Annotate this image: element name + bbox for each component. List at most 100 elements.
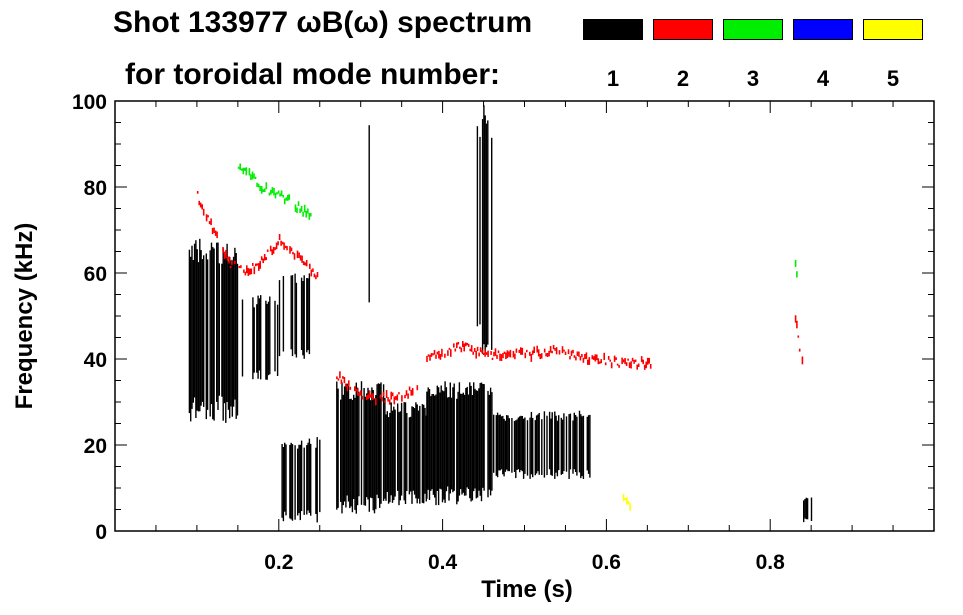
spectral-stripe — [376, 384, 378, 495]
mode-trace-point — [462, 341, 464, 347]
spectral-stripe — [282, 447, 285, 522]
spectral-stripe — [440, 385, 442, 490]
spectral-stripe — [386, 411, 388, 492]
mode-trace-point — [439, 354, 442, 360]
data-layer — [188, 105, 813, 523]
mode-trace-point — [537, 349, 540, 357]
spectral-stripe — [416, 404, 418, 504]
series-n5 — [622, 494, 631, 511]
mode-trace-point — [375, 398, 377, 406]
spectral-stripe — [294, 445, 296, 520]
mode-trace-point — [520, 347, 522, 355]
spectral-stripe — [461, 393, 463, 495]
spectral-stripe — [805, 497, 807, 520]
mode-trace-point — [296, 250, 299, 259]
mode-trace-point — [794, 259, 797, 267]
spectral-stripe — [298, 444, 300, 514]
mode-trace-point — [524, 352, 527, 359]
spectral-stripe — [423, 404, 425, 504]
spectral-stripe — [443, 391, 445, 500]
spectral-stripe — [340, 399, 342, 502]
spectral-stripe — [483, 384, 485, 491]
legend-label-4: 4 — [816, 66, 830, 91]
spectral-stripe — [210, 242, 213, 405]
mode-trace-point — [436, 351, 439, 355]
spectral-stripe — [379, 383, 381, 508]
mode-trace-point — [262, 258, 264, 264]
mode-trace-point — [292, 251, 294, 255]
spectral-stripe — [375, 395, 377, 510]
series-n1-region-9 — [476, 105, 493, 354]
spectral-stripe — [529, 417, 531, 479]
mode-trace-point — [269, 245, 272, 252]
spectral-stripe — [384, 398, 386, 499]
mode-trace-point — [357, 388, 359, 396]
spectral-stripe — [222, 248, 224, 421]
y-tick-label: 100 — [72, 91, 107, 114]
mode-trace-point — [250, 268, 253, 275]
mode-trace-point — [286, 246, 288, 251]
mode-trace-point — [609, 359, 611, 362]
spectral-stripe — [216, 242, 218, 402]
spectral-stripe — [282, 276, 285, 352]
spectral-stripe — [485, 123, 488, 348]
mode-trace-point — [265, 182, 268, 190]
mode-trace-point — [310, 213, 312, 217]
mode-trace-point — [245, 167, 248, 176]
spectral-stripe — [476, 390, 479, 498]
mode-trace-point — [594, 354, 597, 362]
spectral-stripe — [235, 253, 237, 419]
mode-trace-point — [636, 364, 638, 370]
mode-trace-point — [242, 167, 245, 175]
mode-trace-point — [427, 354, 430, 357]
mode-trace-point — [208, 221, 211, 225]
x-tick-label: 0.4 — [428, 551, 458, 574]
spectral-stripe — [398, 412, 400, 506]
spectral-stripe — [353, 394, 355, 499]
spectral-stripe — [471, 395, 474, 501]
spectral-stripe — [307, 278, 309, 351]
spectral-stripe — [291, 275, 294, 357]
mode-trace-point — [222, 247, 224, 253]
spectral-stripe — [366, 393, 368, 498]
spectral-stripe — [508, 418, 510, 472]
spectral-stripe — [548, 411, 551, 470]
mode-trace-point — [637, 363, 640, 367]
spectral-stripe — [551, 412, 553, 476]
mode-trace-point — [626, 497, 628, 505]
mode-trace-point — [450, 349, 452, 357]
legend-label-3: 3 — [746, 66, 760, 91]
mode-trace-point — [297, 201, 300, 206]
mode-trace-point — [257, 183, 260, 188]
spectral-stripe — [205, 253, 207, 420]
mode-trace-point — [575, 356, 577, 361]
mode-trace-point — [627, 358, 629, 361]
spectral-stripe — [572, 420, 574, 474]
spectral-stripe — [394, 409, 396, 497]
spectral-stripe — [424, 407, 426, 494]
spectral-stripe — [450, 397, 453, 490]
mode-trace-point — [393, 396, 396, 405]
mode-trace-point — [625, 362, 628, 366]
spectral-stripe — [399, 411, 401, 501]
mode-trace-point — [582, 357, 585, 363]
spectral-stripe — [411, 406, 413, 504]
mode-trace-point — [493, 351, 495, 357]
series-n2-track-2 — [336, 371, 419, 406]
mode-trace-point — [270, 189, 272, 195]
mode-trace-point — [573, 355, 576, 358]
spectral-stripe — [336, 381, 338, 510]
mode-trace-point — [563, 349, 565, 352]
spectral-stripe — [289, 444, 291, 519]
spectral-stripe — [483, 105, 485, 345]
spectral-stripe — [517, 417, 520, 470]
mode-trace-point — [246, 265, 248, 274]
spectral-stripe — [519, 416, 521, 473]
spectral-stripe — [432, 394, 435, 495]
mode-trace-point — [796, 320, 798, 329]
spectral-stripe — [284, 442, 286, 512]
mode-trace-point — [309, 263, 311, 269]
spectral-stripe — [574, 415, 577, 472]
spectral-stripe — [560, 417, 562, 475]
series-n1-region-5 — [336, 381, 386, 514]
